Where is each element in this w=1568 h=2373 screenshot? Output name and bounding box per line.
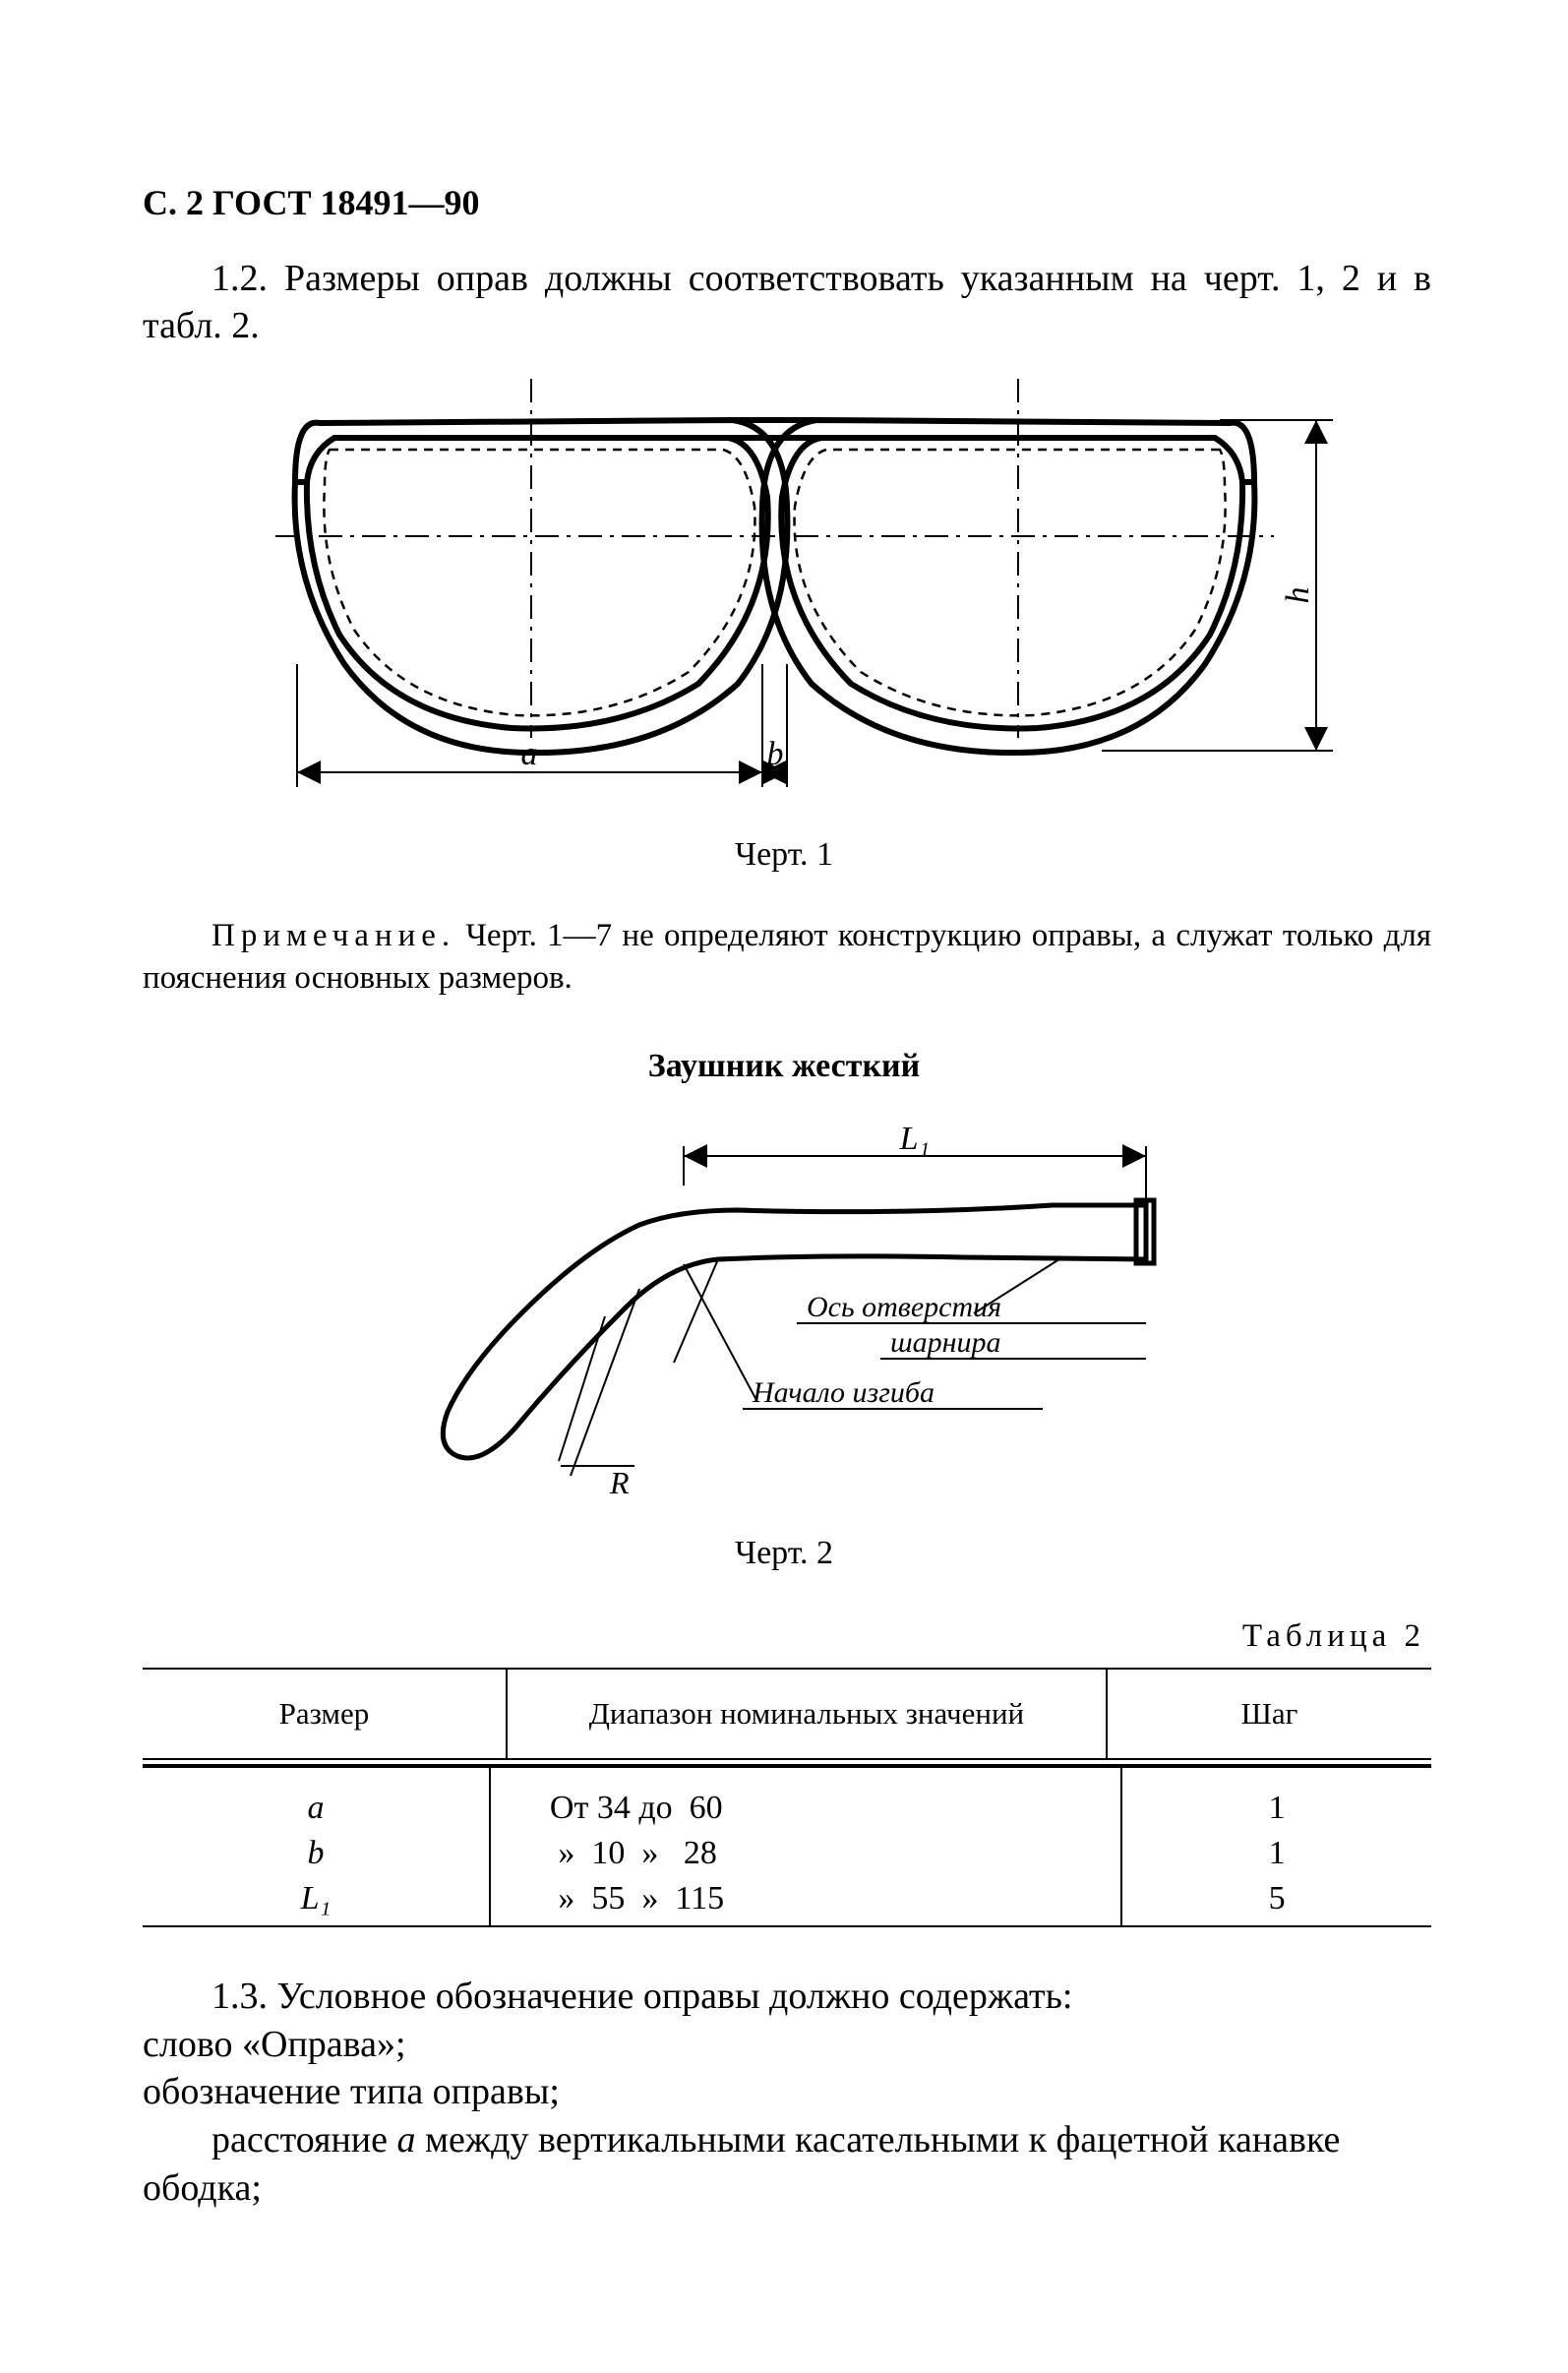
figure-2: L₁ R Ось отверстия шарнира Начало изгиба: [413, 1112, 1180, 1505]
table-row-0-step: 1: [1269, 1786, 1286, 1831]
note-lead: Примечание.: [211, 918, 455, 953]
page-header: С. 2 ГОСТ 18491—90: [143, 182, 479, 223]
p13-l4: расстояние a между вертикальными касател…: [143, 2119, 1340, 2209]
figure-2-label-bend: Начало изгиба: [752, 1376, 935, 1409]
table-row-2-range: » 55 » 115: [550, 1876, 1120, 1921]
figure-2-title: Заушник жесткий: [0, 1048, 1568, 1085]
table-row-0-range: От 34 до 60: [550, 1786, 1120, 1831]
figure-2-label-L1: L₁: [899, 1121, 931, 1157]
figure-2-label-axis-1: Ось отверстия: [807, 1291, 1001, 1323]
paragraph-1-2-text: 1.2. Размеры оправ должны соответствоват…: [143, 258, 1431, 346]
table-2-label: Таблица 2: [1242, 1618, 1425, 1655]
table-row-0-size: a: [307, 1786, 324, 1831]
table-2: Размер Диапазон номинальных значений Шаг…: [143, 1668, 1431, 1927]
paragraph-1-2: 1.2. Размеры оправ должны соответствоват…: [143, 256, 1431, 349]
note: Примечание. Черт. 1—7 не определяют конс…: [143, 915, 1431, 1000]
p13-l1: 1.3. Условное обозначение оправы должно …: [211, 1976, 1072, 2017]
table-col-2-header: Диапазон номинальных значений: [506, 1670, 1108, 1758]
p13-l3: обозначение типа оправы;: [143, 2071, 560, 2112]
figure-2-label-axis-2: шарнира: [890, 1326, 1001, 1359]
figure-1-label-h: h: [1280, 587, 1316, 604]
figure-2-caption: Черт. 2: [0, 1535, 1568, 1572]
table-row-1-step: 1: [1269, 1831, 1286, 1876]
figure-2-label-R: R: [609, 1465, 630, 1500]
table-row-1-size: b: [307, 1831, 324, 1876]
figure-1-label-b: b: [767, 736, 784, 772]
table-row-1-range: » 10 » 28: [550, 1831, 1120, 1876]
p13-l2: слово «Оправа»;: [143, 2024, 406, 2065]
table-col-1-header: Размер: [143, 1696, 506, 1732]
paragraph-1-3: 1.3. Условное обозначение оправы должно …: [143, 1973, 1431, 2212]
figure-1-caption: Черт. 1: [0, 836, 1568, 874]
figure-1: a b h: [236, 369, 1357, 802]
figure-1-label-a: a: [521, 736, 538, 772]
table-row-2-step: 5: [1269, 1876, 1286, 1921]
table-col-3-header: Шаг: [1108, 1696, 1431, 1732]
table-row-2-size: L₁: [301, 1876, 332, 1921]
